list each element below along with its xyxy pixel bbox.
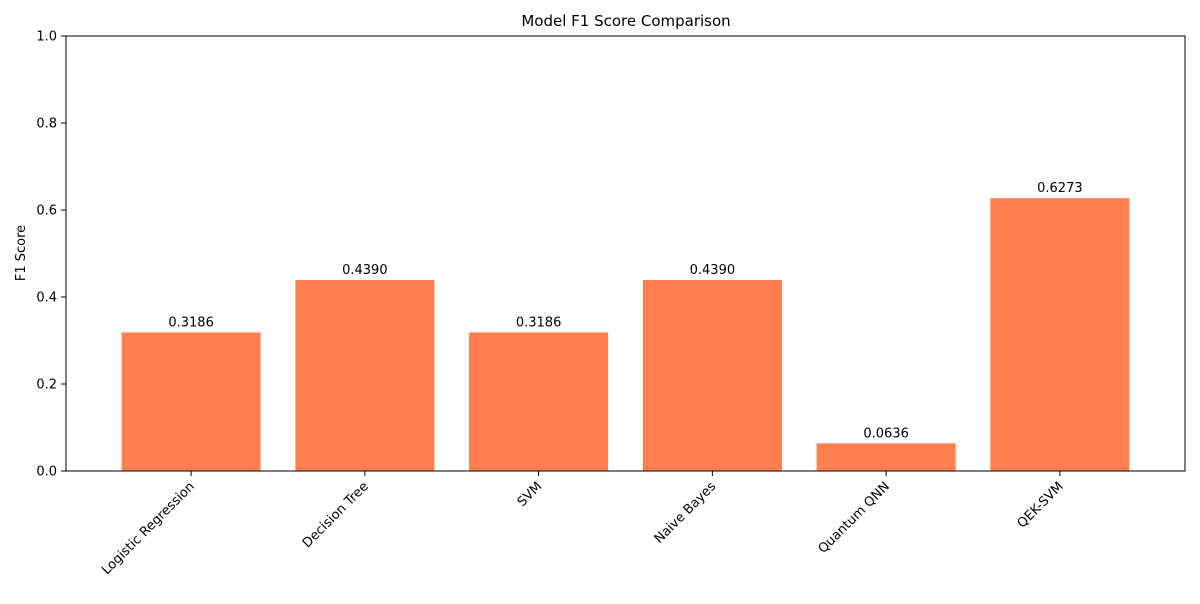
bar-logistic-regression: [121, 332, 261, 471]
y-tick-label: 0.4: [36, 291, 57, 306]
y-tick-label: 0.0: [36, 465, 57, 480]
chart-title: Model F1 Score Comparison: [521, 12, 730, 30]
bar-quantum-qnn: [816, 443, 956, 471]
y-tick-label: 0.6: [36, 204, 57, 219]
bar-decision-tree: [295, 280, 435, 471]
value-labels-layer: 0.3186 0.4390 0.3186 0.4390 0.0636 0.6273: [168, 181, 1082, 441]
bar-value-label: 0.3186: [168, 315, 214, 330]
bar-value-label: 0.4390: [342, 263, 388, 278]
y-tick-label: 0.2: [36, 378, 57, 393]
bar-qek-svm: [990, 198, 1130, 471]
y-tick-label: 0.8: [36, 117, 57, 132]
bar-value-label: 0.3186: [516, 315, 562, 330]
bar-value-label: 0.4390: [690, 263, 736, 278]
bar-value-label: 0.0636: [863, 426, 909, 441]
bars-layer: [121, 198, 1130, 471]
bar-svm: [469, 332, 609, 471]
bar-naive-bayes: [642, 280, 782, 471]
bar-value-label: 0.6273: [1037, 181, 1083, 196]
plot-frame: [65, 35, 1186, 472]
y-axis: 0.0 0.2 0.4 0.6 0.8 1.0: [36, 30, 66, 480]
y-tick-label: 1.0: [36, 30, 57, 45]
y-axis-label: F1 Score: [14, 225, 29, 281]
